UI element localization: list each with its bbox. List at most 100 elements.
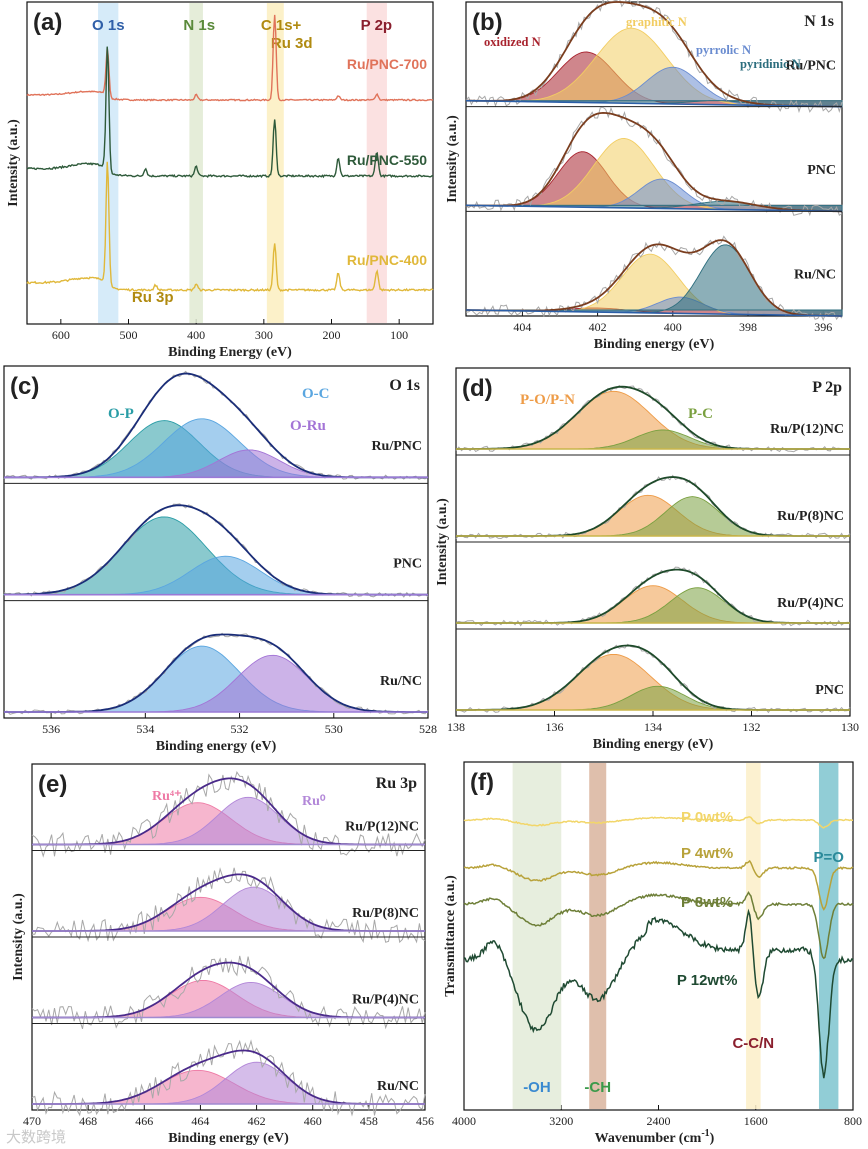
- series-label: Ru/NC: [794, 268, 836, 283]
- x-tick-label: 136: [546, 720, 564, 734]
- x-axis-label-end: ): [710, 1131, 715, 1146]
- component-legend-label: graphitic N: [626, 15, 687, 29]
- series-label: Ru/P(4)NC: [352, 993, 419, 1008]
- survey-series-line: [26, 14, 434, 102]
- panel-title: N 1s: [804, 13, 834, 30]
- component-legend-label: pyridinic N: [740, 57, 801, 71]
- watermark: 大数跨境: [6, 1128, 67, 1146]
- x-tick-label: 134: [644, 720, 662, 734]
- series-label: P 12wt%: [677, 972, 738, 989]
- fit-component: [456, 685, 850, 711]
- y-axis-label: Intensity (a.u.): [11, 893, 26, 981]
- panel-title: P 2p: [812, 379, 842, 396]
- x-tick-label: 398: [739, 320, 757, 334]
- x-tick-label: 2400: [647, 1114, 671, 1128]
- series-label: Ru/NC: [380, 674, 422, 689]
- x-tick-label: 400: [187, 328, 205, 342]
- series-label: Ru/P(12)NC: [770, 422, 844, 437]
- band-label: P=O: [813, 849, 844, 866]
- panel-label: (e): [38, 771, 67, 798]
- series-label: Ru/P(8)NC: [352, 906, 419, 921]
- x-tick-label: 300: [255, 328, 273, 342]
- raw-data-line: [31, 1039, 426, 1117]
- component-legend-label: pyrrolic N: [696, 43, 751, 57]
- series-label: Ru/P(8)NC: [777, 509, 844, 524]
- panel-e-ru3p: 470 468 466 464 462 460 458 456 Binding energy (…: [11, 763, 434, 1146]
- series-label: P 4wt%: [681, 845, 733, 862]
- plot-frame: [465, 1, 843, 317]
- series-label: Ru/P(4)NC: [777, 596, 844, 611]
- highlight-band: [189, 3, 203, 323]
- series-label: P 0wt%: [681, 809, 733, 826]
- x-tick-label: 536: [42, 722, 60, 736]
- x-tick-label: 404: [513, 320, 531, 334]
- band-label: Ru 3d: [271, 35, 313, 52]
- panel-label: (c): [10, 373, 39, 400]
- band-label: O 1s: [92, 17, 125, 34]
- plot-frame: [26, 1, 434, 325]
- band-label: C-C/N: [732, 1035, 774, 1052]
- raw-data-line: [31, 955, 426, 1030]
- component-legend-label: O-Ru: [290, 418, 326, 434]
- band-label: -CH: [584, 1079, 611, 1096]
- x-tick-label: 500: [120, 328, 138, 342]
- panel-label: (d): [462, 375, 493, 402]
- component-legend-label: O-C: [302, 386, 330, 402]
- x-axis-label-main: Wavenumber (cm: [595, 1131, 702, 1146]
- x-tick-label: 1600: [744, 1114, 768, 1128]
- ftir-series-line: [463, 908, 854, 1079]
- x-tick-label: 468: [79, 1114, 97, 1128]
- x-axis-label: Binding energy (eV): [168, 1131, 289, 1146]
- series-label: PNC: [815, 683, 844, 698]
- x-tick-label: 402: [589, 320, 607, 334]
- survey-series-line: [26, 161, 434, 293]
- x-tick-label: 400: [664, 320, 682, 334]
- x-tick-label: 458: [360, 1114, 378, 1128]
- y-axis-label: Intensity (a.u.): [6, 119, 21, 207]
- panel-label: (b): [472, 9, 503, 36]
- x-tick-label: 464: [191, 1114, 209, 1128]
- x-tick-label: 130: [841, 720, 859, 734]
- x-axis-label: Binding energy (eV): [594, 337, 715, 352]
- baseline: [465, 309, 843, 317]
- highlight-band: [98, 3, 119, 323]
- x-tick-label: 600: [52, 328, 70, 342]
- raw-data-line: [465, 0, 843, 114]
- y-axis-label: Intensity (a.u.): [445, 115, 460, 203]
- component-legend-label: P-C: [688, 406, 713, 422]
- series-label: Ru/PNC-700: [347, 56, 427, 72]
- x-tick-label: 532: [231, 722, 249, 736]
- band-label: -OH: [523, 1079, 551, 1096]
- panel-label: (f): [470, 769, 494, 796]
- annotation-label: Ru 3p: [132, 289, 174, 306]
- ftir-series-line: [463, 859, 854, 911]
- band-label: N 1s: [183, 17, 215, 34]
- raw-data-line: [455, 566, 851, 627]
- component-legend-label: P-O/P-N: [520, 392, 575, 408]
- x-axis-label: Binding energy (eV): [593, 737, 714, 752]
- x-tick-label: 800: [844, 1114, 862, 1128]
- highlight-band: [589, 763, 607, 1109]
- series-label: Ru/PNC-550: [347, 152, 427, 168]
- baseline: [465, 204, 843, 213]
- x-axis-label: Wavenumber (cm-1): [595, 1128, 715, 1146]
- plot-frame: [3, 365, 429, 719]
- x-tick-label: 470: [23, 1114, 41, 1128]
- ftir-series-line: [463, 816, 853, 829]
- raw-data-line: [31, 771, 426, 858]
- x-tick-label: 530: [325, 722, 343, 736]
- x-tick-label: 460: [304, 1114, 322, 1128]
- band-label: P 2p: [361, 17, 392, 34]
- panel-title: O 1s: [389, 377, 420, 394]
- y-axis-label: Intensity (a.u.): [435, 498, 450, 586]
- highlight-band: [366, 3, 387, 323]
- band-label: C 1s+: [261, 17, 302, 34]
- x-axis-label: Binding energy (eV): [156, 739, 277, 754]
- x-tick-label: 456: [416, 1114, 434, 1128]
- panel-title: Ru 3p: [376, 775, 417, 792]
- panel-a-survey: 600 500 400 300 200 100 Binding Energy (eV) Int…: [6, 1, 434, 360]
- x-tick-label: 528: [419, 722, 437, 736]
- x-tick-label: 3200: [549, 1114, 573, 1128]
